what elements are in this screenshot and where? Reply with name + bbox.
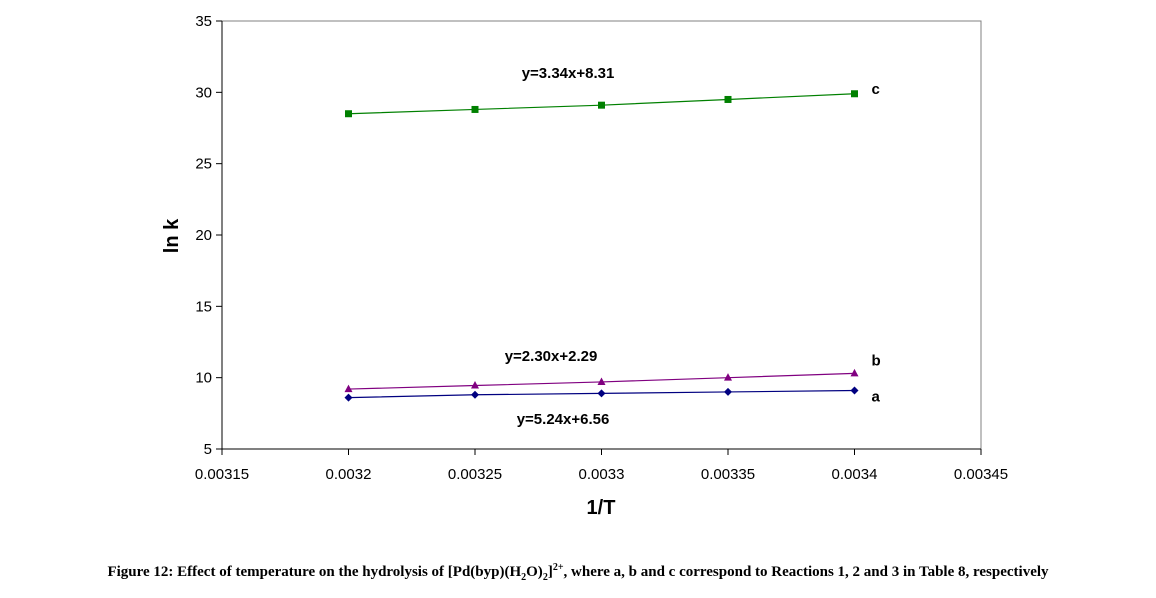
data-point-a [724, 387, 732, 396]
data-point-a [344, 393, 353, 402]
caption-superscript: 2+ [552, 562, 564, 573]
series-label-c: c [872, 81, 880, 98]
equation-label-b: y=2.30x+2.29 [505, 348, 598, 365]
data-point-c [724, 95, 732, 103]
data-point-c [345, 110, 352, 118]
series-label-b: b [872, 352, 881, 369]
data-point-c [598, 101, 605, 109]
y-tick-label: 10 [195, 370, 212, 387]
tick-labels: 5 10 15 20 25 30 35 0.00315 0.0032 0.00325 0.0033 0… [195, 13, 1008, 483]
annotation-layer: a b c y=5.24x+6.56 y=2.30x+2.29 y=3.34x+8.31 [505, 65, 881, 428]
data-point-b [850, 368, 859, 377]
data-point-c [471, 105, 479, 113]
y-tick-label: 30 [195, 84, 212, 101]
y-tick-label: 25 [195, 156, 212, 173]
x-tick-label: 0.00315 [195, 466, 249, 483]
data-point-c [851, 90, 858, 98]
x-tick-label: 0.00325 [448, 466, 502, 483]
data-point-b [724, 373, 732, 381]
caption-close: ] [547, 564, 553, 580]
y-tick-label: 15 [195, 298, 212, 315]
data-point-b [597, 377, 606, 385]
data-point-b [471, 381, 479, 389]
caption-suffix: , where a, b and c correspond to Reactio… [563, 564, 1049, 580]
equation-label-c: y=3.34x+8.31 [522, 65, 615, 82]
x-tick-label: 0.00345 [954, 466, 1008, 483]
x-tick-label: 0.0034 [832, 466, 878, 483]
equation-label-a: y=5.24x+6.56 [517, 411, 610, 428]
caption-prefix: Figure 12: Effect of temperature on the … [107, 564, 522, 580]
series-layer [344, 90, 859, 402]
data-point-a [597, 389, 606, 398]
figure-caption: Figure 12: Effect of temperature on the … [0, 562, 1156, 583]
y-tick-label: 20 [195, 227, 212, 244]
x-axis-title: 1/T [587, 497, 616, 519]
x-tick-label: 0.0033 [579, 466, 625, 483]
caption-sub-2: 2 [542, 572, 548, 583]
y-tick-label: 35 [195, 13, 212, 30]
x-tick-label: 0.00335 [701, 466, 755, 483]
y-axis-title: ln k [161, 218, 183, 253]
series-label-a: a [872, 389, 881, 406]
caption-mid: O) [526, 564, 543, 580]
data-point-a [850, 386, 859, 395]
caption-sub-1: 2 [521, 572, 527, 583]
data-point-a [471, 390, 479, 399]
y-tick-label: 5 [204, 441, 212, 458]
data-point-b [344, 384, 353, 393]
axes [216, 20, 982, 455]
x-tick-label: 0.0032 [326, 466, 372, 483]
